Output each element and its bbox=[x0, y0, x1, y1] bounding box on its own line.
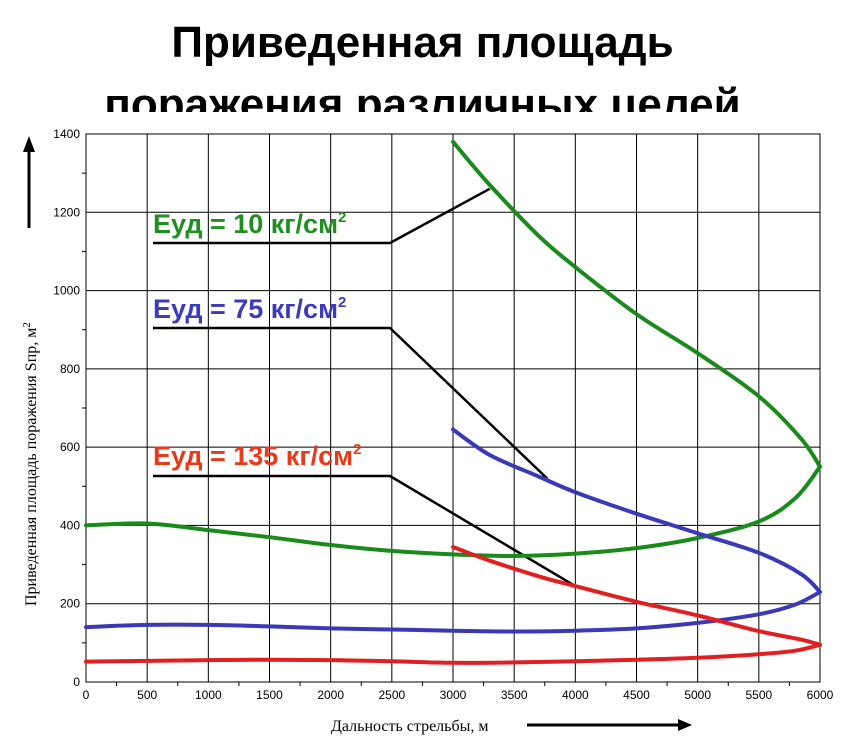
x-tick-label: 3500 bbox=[501, 688, 528, 702]
series-group bbox=[84, 139, 822, 665]
pointer-lines bbox=[153, 187, 576, 588]
x-tick-label: 6000 bbox=[807, 688, 834, 702]
series-1-label: Еуд = 10 кг/см2 bbox=[153, 209, 346, 239]
series-2-lower-line bbox=[84, 590, 822, 634]
x-tick-label: 3000 bbox=[440, 688, 467, 702]
x-tick-label: 2500 bbox=[378, 688, 405, 702]
x-tick-label: 4500 bbox=[623, 688, 650, 702]
y-tick-label: 1200 bbox=[53, 205, 80, 219]
series-1-upper-line bbox=[451, 139, 822, 469]
chart-title-line-1: Приведенная площадь bbox=[171, 18, 674, 67]
y-tick-label: 400 bbox=[60, 518, 80, 532]
title-area: Приведенная площадь поражения различных … bbox=[0, 0, 845, 112]
y-tick-label: 200 bbox=[60, 597, 80, 611]
y-tick-label: 1400 bbox=[53, 127, 80, 141]
y-tick-label: 0 bbox=[73, 675, 80, 689]
y-axis-label: Приведенная площадь поражения Sпр, м2 bbox=[21, 322, 40, 606]
x-tick-label: 500 bbox=[137, 688, 157, 702]
y-tick-label: 800 bbox=[60, 362, 80, 376]
series-3-upper-line bbox=[451, 545, 822, 647]
series-3-label: Еуд = 135 кг/см2 bbox=[153, 441, 361, 471]
series-1-lower-line bbox=[84, 464, 822, 559]
x-axis-arrowhead bbox=[678, 719, 692, 731]
chart-title-line-2: поражения различных целей bbox=[104, 80, 741, 112]
tick-labels: 0 500 1000 1500 2000 2500 3000 3500 4000 4500 5000… bbox=[53, 127, 833, 702]
minor-ticks bbox=[82, 172, 790, 686]
series-2-pointer-line bbox=[153, 326, 549, 480]
series-1-pointer-line bbox=[153, 187, 491, 245]
y-tick-label: 1000 bbox=[53, 284, 80, 298]
series-2-upper-line bbox=[451, 427, 822, 594]
y-tick-label: 600 bbox=[60, 440, 80, 454]
x-axis-label: Дальность стрельбы, м bbox=[331, 718, 488, 735]
x-tick-label: 5500 bbox=[745, 688, 772, 702]
axis-titles: Дальность стрельбы, м Приведенная площадь… bbox=[21, 136, 692, 735]
x-tick-label: 5000 bbox=[684, 688, 711, 702]
x-tick-label: 4000 bbox=[562, 688, 589, 702]
series-3-pointer-line bbox=[153, 474, 576, 588]
grid bbox=[85, 133, 821, 683]
x-tick-label: 0 bbox=[83, 688, 90, 702]
series-2-label: Еуд = 75 кг/см2 bbox=[153, 294, 346, 324]
series-3-lower-line bbox=[84, 642, 822, 665]
series-labels: Еуд = 10 кг/см2 Еуд = 75 кг/см2 Еуд = 135 … bbox=[153, 209, 361, 471]
x-tick-label: 2000 bbox=[317, 688, 344, 702]
x-tick-label: 1500 bbox=[256, 688, 283, 702]
x-tick-label: 1000 bbox=[195, 688, 222, 702]
y-axis-arrowhead bbox=[23, 136, 35, 152]
